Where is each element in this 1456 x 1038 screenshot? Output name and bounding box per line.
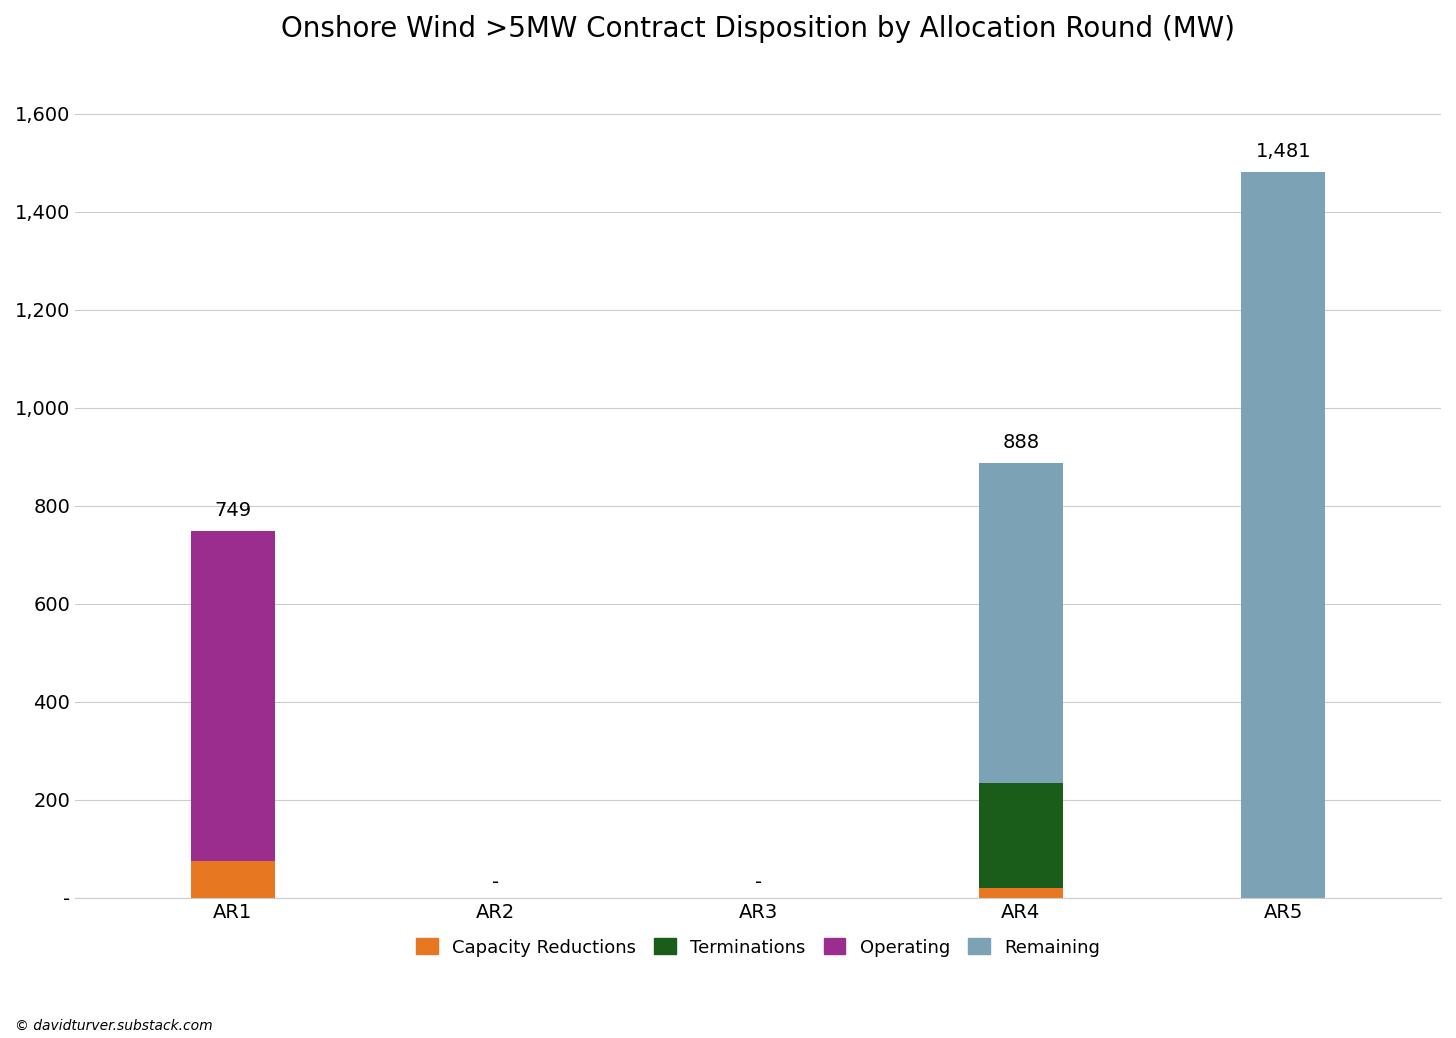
Title: Onshore Wind >5MW Contract Disposition by Allocation Round (MW): Onshore Wind >5MW Contract Disposition b… [281, 15, 1235, 43]
Bar [978, 463, 1063, 783]
Text: 749: 749 [214, 501, 252, 520]
Bar [191, 862, 275, 898]
Text: -: - [754, 873, 761, 892]
Text: © davidturver.substack.com: © davidturver.substack.com [15, 1019, 213, 1033]
Bar [978, 783, 1063, 889]
Text: 1,481: 1,481 [1255, 142, 1312, 161]
Bar [978, 889, 1063, 898]
Text: -: - [492, 873, 499, 892]
Bar [191, 530, 275, 862]
Legend: Capacity Reductions, Terminations, Operating, Remaining: Capacity Reductions, Terminations, Opera… [409, 931, 1108, 963]
Text: 888: 888 [1002, 433, 1040, 452]
Bar [1242, 172, 1325, 898]
